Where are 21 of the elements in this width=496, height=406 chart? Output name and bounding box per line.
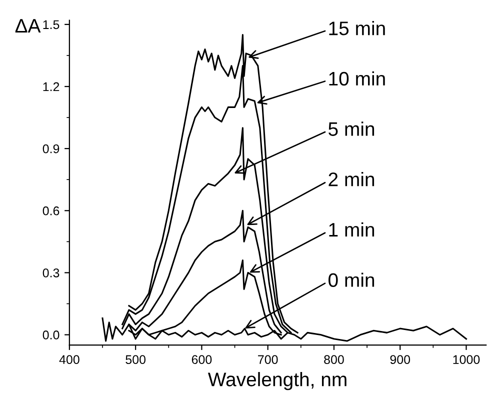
x-tick-label: 600 xyxy=(192,355,212,364)
annotation: 2 min xyxy=(328,172,374,186)
annotation: 10 min xyxy=(329,71,385,86)
annotation: 15 min xyxy=(329,20,385,36)
y-tick-label: 0.9 xyxy=(42,144,60,154)
annotation: 5 min xyxy=(328,122,374,136)
x-tick-label: 800 xyxy=(324,355,344,364)
x-tick-label: 700 xyxy=(258,355,278,364)
y-tick-label: 0.3 xyxy=(42,268,60,278)
x-tick-label: 1000 xyxy=(453,355,480,364)
x-axis-title: Wavelength, nm xyxy=(208,372,346,390)
y-tick-label: 0.6 xyxy=(42,206,60,216)
annotation: 0 min xyxy=(328,272,374,287)
y-tick-label: 1.5 xyxy=(43,20,60,30)
annotation: 1 min xyxy=(329,222,374,236)
x-tick-label: 500 xyxy=(126,355,146,364)
x-tick-label: 900 xyxy=(390,355,410,364)
y-tick-label: 1.2 xyxy=(43,82,60,92)
x-tick-label: 400 xyxy=(59,355,80,364)
y-axis-title: ΔA xyxy=(15,19,41,33)
y-tick-label: 0.0 xyxy=(42,330,60,340)
